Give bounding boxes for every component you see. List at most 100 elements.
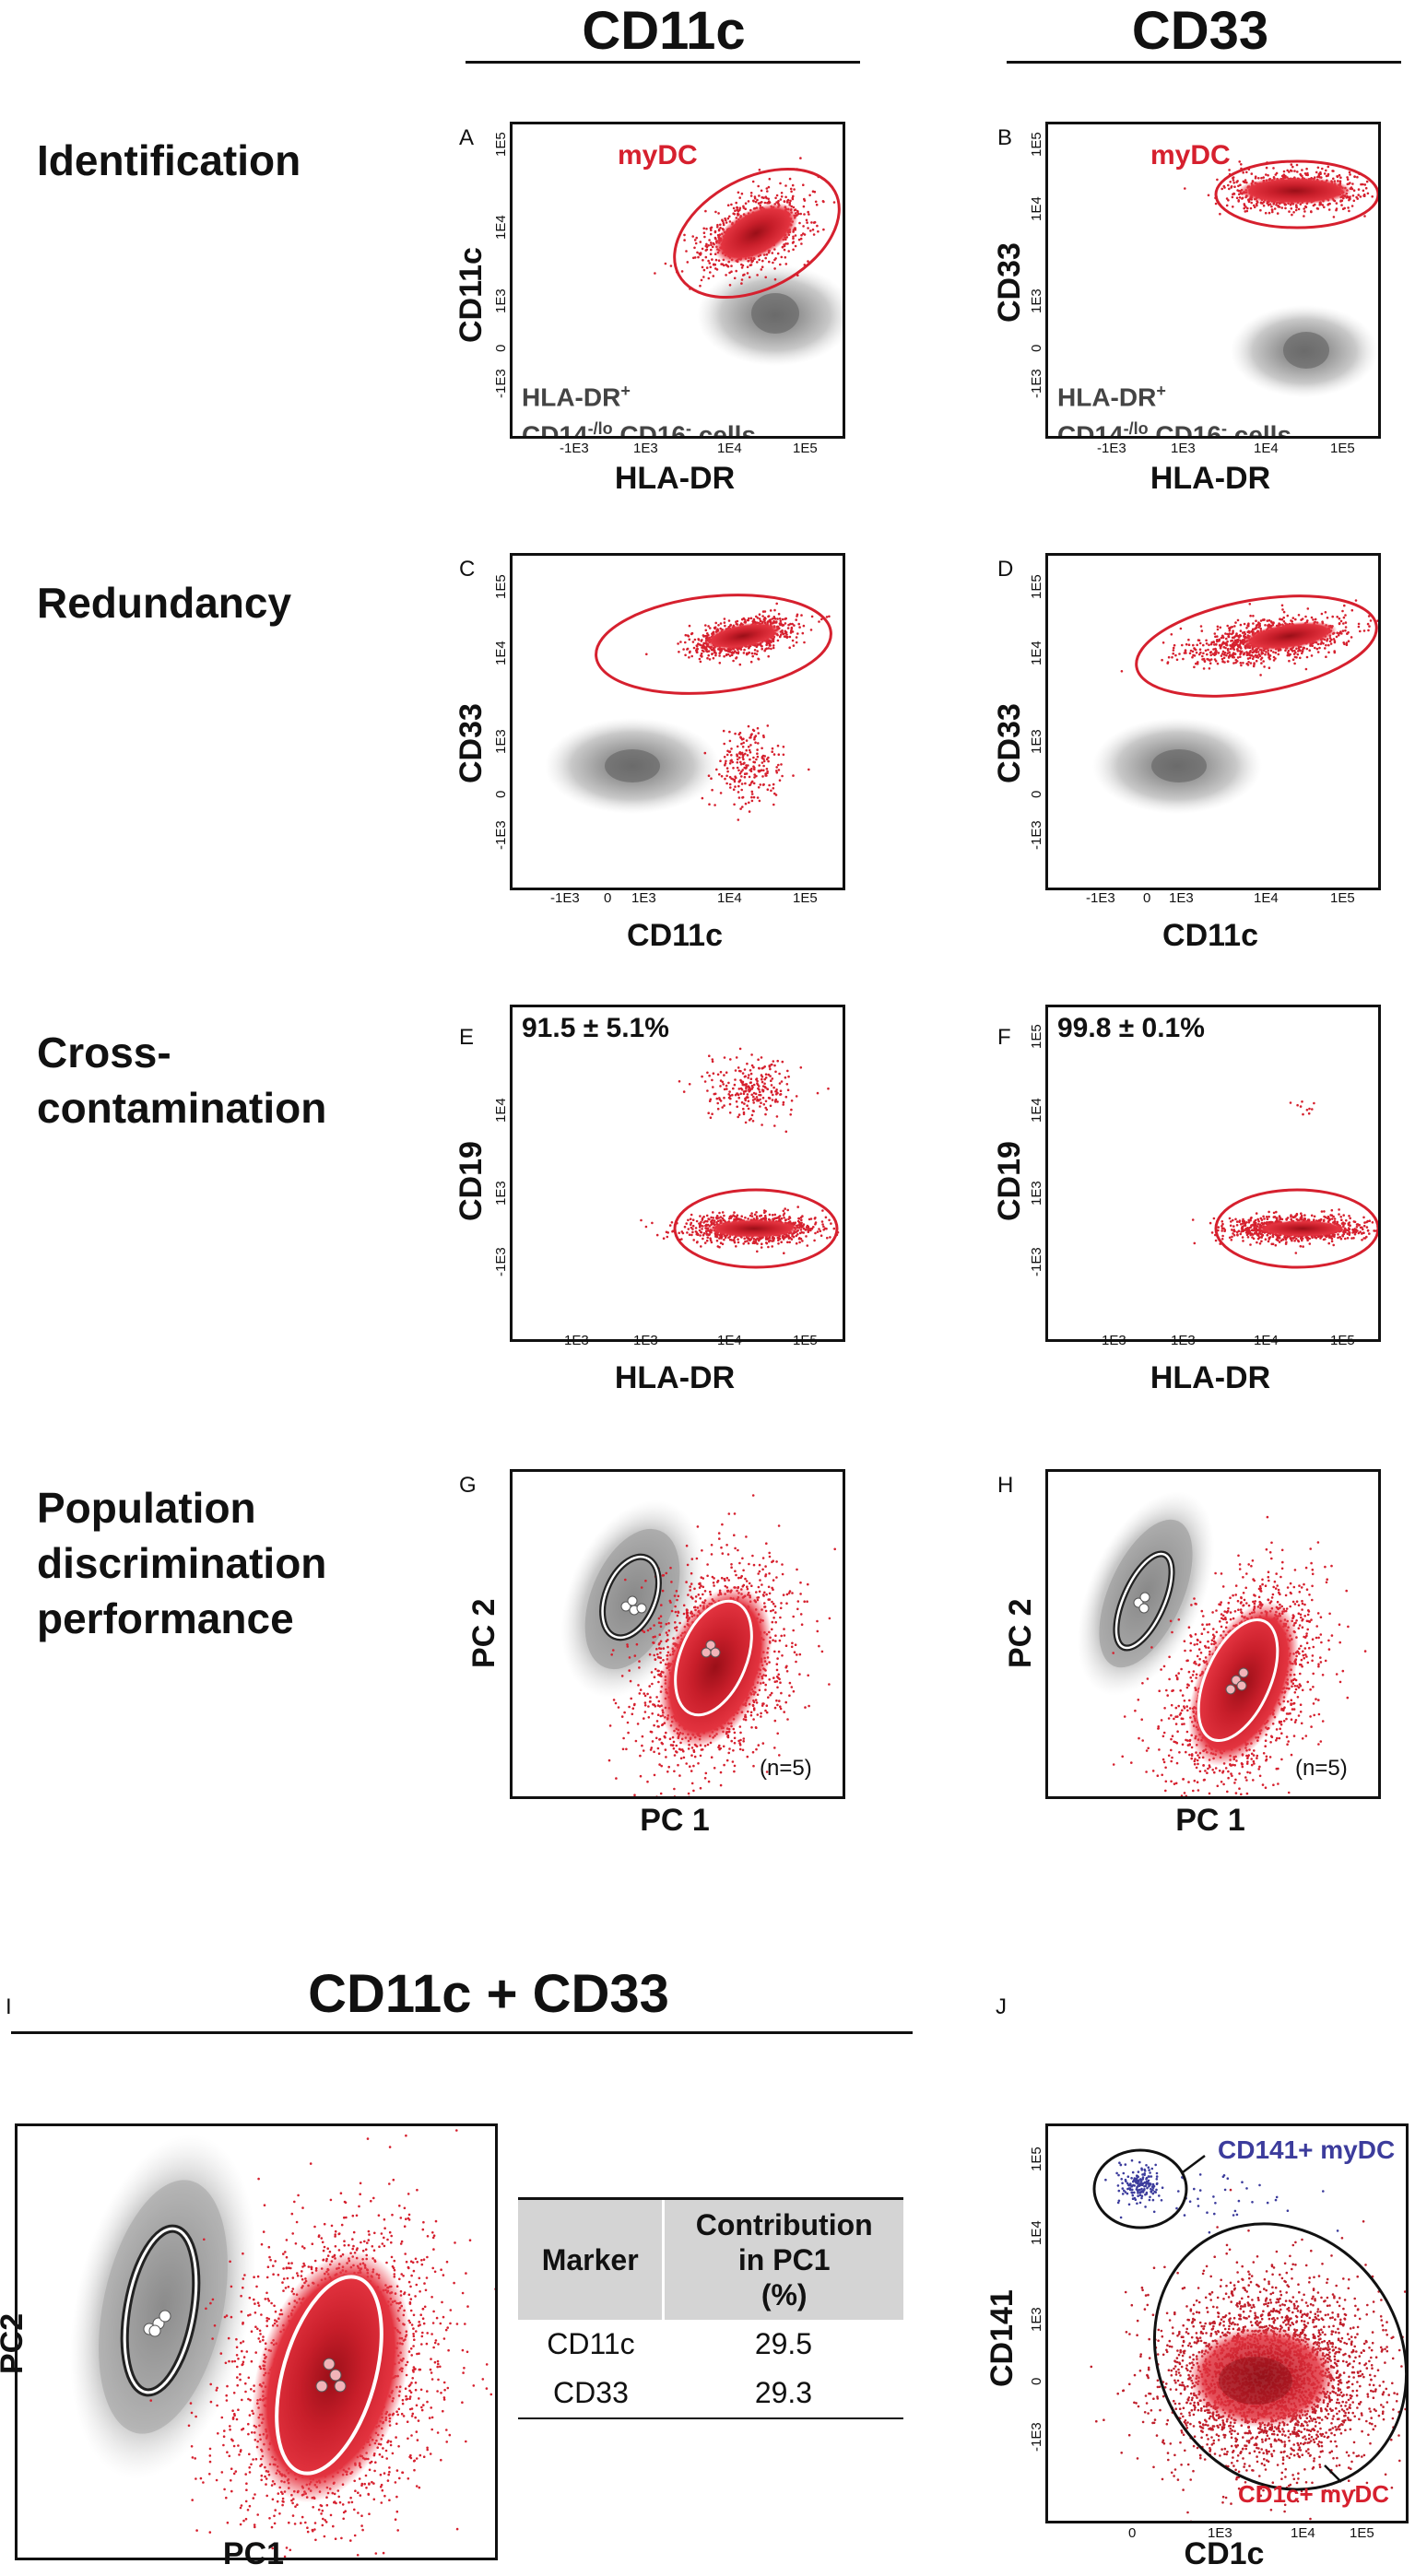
scatter-dot [732,788,736,791]
scatter-dot [1350,608,1354,612]
xtick-a-1e3: 1E3 [633,441,658,456]
scatter-dot [723,756,726,759]
xlabel-d: CD11c [1162,918,1258,953]
scatter-dot [784,1076,787,1079]
scatter-dot [791,241,795,244]
scatter-dot [742,1092,746,1096]
scatter-dot [787,623,790,627]
scatter-dot [746,272,749,275]
scatter-dot [744,1089,747,1093]
scatter-dot [1228,651,1231,654]
scatter-dot [784,1218,787,1222]
scatter-dot [723,742,725,746]
scatter-dot [767,197,770,201]
scatter-dot [1231,632,1233,636]
scatter-dot [1272,651,1275,653]
scatter-dot [1234,661,1237,665]
scatter-dot [774,196,777,200]
scatter-dot [728,762,732,765]
scatter-dot [761,775,764,778]
scatter-dot [748,1074,750,1076]
scatter-dot [1271,210,1274,214]
scatter-dot [1336,175,1338,178]
scatter-dot [1251,657,1255,661]
scatter-dot [1196,643,1198,647]
scatter-dot [771,747,774,750]
ylabel-b: CD33 [992,242,1027,323]
scatter-dot [807,260,809,263]
scatter-dot [1264,624,1267,627]
scatter-dot [794,1221,796,1224]
scatter-dot [753,737,756,741]
scatter-dot [731,760,734,764]
scatter-dot [795,636,798,639]
scatter-dot [705,634,708,638]
scatter-dot [737,1238,739,1241]
scatter-dot [1338,173,1341,177]
scatter-dot [723,654,725,658]
scatter-dot [1222,642,1226,645]
scatter-dot [727,1093,730,1096]
plot-b-graphics [1184,159,1378,397]
scatter-dot [1297,207,1301,211]
scatter-dot [781,1236,784,1239]
scatter-dot [775,1115,779,1118]
scatter-dot [1295,647,1298,651]
scatter-dot [1357,622,1361,626]
scatter-dot [711,245,714,249]
scatter-dot [1246,664,1250,666]
scatter-dot [709,1237,712,1240]
scatter-dot [745,764,748,767]
scatter-dot [703,751,707,755]
scatter-dot [719,1070,723,1074]
scatter-dot [756,726,760,730]
scatter-dot [753,1098,757,1100]
scatter-dot [1282,616,1285,619]
xtick-d-1e4: 1E4 [1254,890,1279,906]
scatter-dot [728,730,731,734]
scatter-dot [726,770,729,773]
scatter-dot [749,1072,753,1076]
scatter-dot [762,764,765,768]
scatter-dot [797,1217,800,1220]
scatter-dot [788,201,792,205]
scatter-dot [708,262,712,265]
scatter-dot [764,256,767,260]
scatter-dot [725,1084,728,1088]
scatter-dot [1289,653,1291,656]
scatter-dot [800,242,803,245]
scatter-dot [771,1099,774,1101]
scatter-dot [784,242,787,245]
scatter-dot [1303,215,1305,218]
scatter-dot [773,1213,777,1217]
scatter-dot [1260,653,1263,655]
scatter-dot [724,624,726,628]
scatter-dot [774,1099,777,1102]
scatter-dot [737,791,740,794]
scatter-dot [1268,657,1271,661]
scatter-dot [690,1213,693,1217]
scatter-dot [810,221,813,224]
scatter-dot [737,780,741,783]
scatter-dot [763,649,766,653]
scatter-dot [1354,599,1358,602]
scatter-dot [775,620,778,623]
scatter-dot [779,263,782,266]
scatter-dot [764,276,767,279]
scatter-dot [731,1093,734,1097]
scatter-dot [740,775,743,778]
scatter-dot [694,241,698,245]
scatter-dot [760,1056,763,1059]
scatter-dot [700,640,703,642]
scatter-dot [784,1095,788,1099]
scatter-dot [711,1078,713,1082]
scatter-dot [761,1242,763,1245]
xlabel-c: CD11c [627,918,723,953]
scatter-dot [735,1245,737,1248]
scatter-dot [703,235,706,239]
scatter-dot [742,1111,746,1114]
scatter-dot [740,1100,744,1104]
scatter-dot [1350,636,1353,639]
xtick-c-1e5: 1E5 [793,890,818,906]
scatter-dot [785,633,788,636]
